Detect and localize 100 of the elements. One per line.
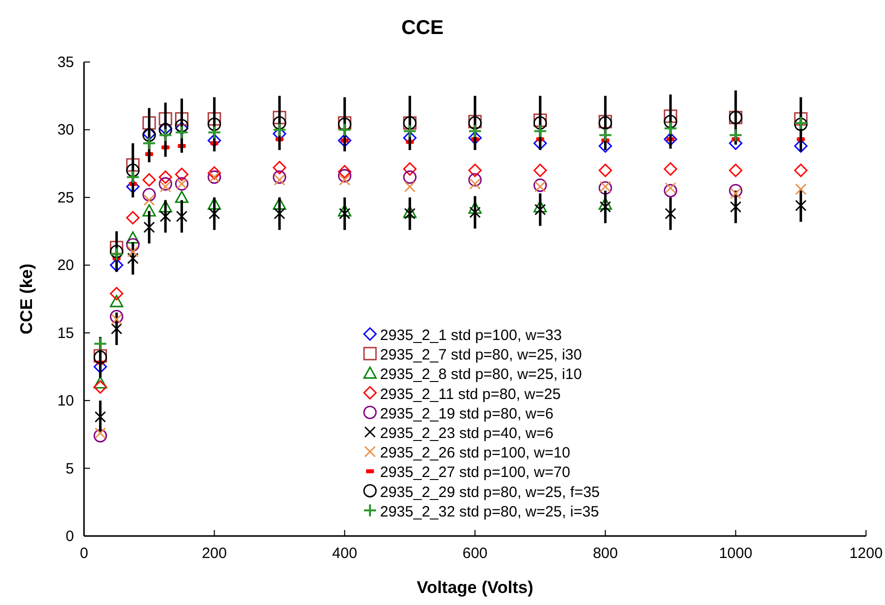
point <box>728 128 743 142</box>
point <box>272 170 286 184</box>
point <box>208 198 222 210</box>
point <box>142 188 156 202</box>
point <box>126 164 140 178</box>
x-tick-label: 1200 <box>849 545 883 562</box>
point <box>274 208 286 220</box>
point <box>272 116 286 130</box>
point <box>126 158 140 172</box>
point <box>664 114 678 128</box>
point <box>158 177 172 191</box>
point <box>126 211 140 224</box>
point <box>533 114 547 127</box>
point <box>110 310 124 324</box>
point <box>94 376 107 388</box>
point <box>126 180 140 194</box>
point <box>175 112 188 126</box>
point <box>274 174 286 186</box>
point <box>142 173 156 187</box>
point <box>338 174 350 186</box>
y-tick-label: 15 <box>57 324 74 342</box>
point <box>338 208 350 220</box>
point <box>272 160 286 174</box>
point <box>664 208 676 220</box>
point <box>728 184 742 198</box>
point <box>93 336 108 351</box>
point <box>175 190 188 203</box>
point <box>338 122 352 137</box>
point <box>158 128 172 142</box>
point <box>468 164 482 178</box>
x-tick-label: 200 <box>202 545 227 562</box>
point <box>403 170 417 184</box>
point <box>110 323 122 334</box>
point <box>534 204 546 216</box>
point <box>533 164 547 178</box>
point <box>110 247 124 262</box>
point <box>533 124 548 138</box>
point <box>338 164 352 178</box>
point <box>600 180 612 192</box>
legend-label: 2935_2_32 std p=80, w=25, i=35 <box>380 503 599 520</box>
legend-label: 2935_2_29 std p=80, w=25, f=35 <box>380 484 600 501</box>
point <box>402 124 417 138</box>
y-tick-label: 25 <box>57 189 74 206</box>
point <box>664 184 678 198</box>
point <box>338 204 352 216</box>
y-tick-label: 10 <box>57 392 74 410</box>
point <box>730 188 742 200</box>
point <box>533 200 547 212</box>
legend-label: 2935_2_26 std p=100, w=10 <box>380 444 570 462</box>
legend-label: 2935_2_23 std p=40, w=6 <box>380 425 554 442</box>
point <box>730 201 742 213</box>
point <box>142 136 156 150</box>
point <box>110 240 124 254</box>
point <box>175 168 188 182</box>
y-tick-label: 5 <box>66 460 74 478</box>
x-tick-label: 400 <box>332 545 358 562</box>
point <box>176 210 188 222</box>
point <box>207 125 222 140</box>
point <box>208 134 222 148</box>
point <box>664 132 678 146</box>
point <box>158 170 172 184</box>
point <box>110 286 124 300</box>
point <box>160 180 172 192</box>
point <box>794 164 808 178</box>
point <box>126 170 140 184</box>
point <box>174 125 189 140</box>
point <box>598 181 612 195</box>
x-tick-label: 800 <box>592 545 618 562</box>
point <box>208 208 220 220</box>
y-axis-title: CCE (ke) <box>17 264 36 334</box>
chart-title: CCE <box>401 17 444 39</box>
point <box>598 128 612 142</box>
x-axis-title: Voltage (Volts) <box>416 578 534 597</box>
y-tick-label: 30 <box>57 122 74 139</box>
point <box>272 122 286 137</box>
x-tick-label: 0 <box>80 545 88 562</box>
point <box>338 169 352 182</box>
point <box>468 202 482 214</box>
legend-label: 2935_2_7 std p=80, w=25, i30 <box>380 346 582 364</box>
point <box>94 429 107 442</box>
point <box>208 166 222 180</box>
point <box>143 222 155 233</box>
point <box>795 200 807 212</box>
legend-label: 2935_2_1 std p=100, w=33 <box>380 327 562 344</box>
point <box>143 194 155 206</box>
point <box>175 118 188 132</box>
legend-label: 2935_2_27 std p=100, w=70 <box>380 464 570 482</box>
point <box>110 258 124 272</box>
legend-label: 2935_2_8 std p=80, w=25, i10 <box>380 366 582 384</box>
point <box>127 252 139 264</box>
point <box>94 427 106 439</box>
point <box>664 109 678 123</box>
legend-label: 2935_2_19 std p=80, w=6 <box>380 405 554 422</box>
point <box>208 118 222 131</box>
x-tick-label: 1000 <box>718 545 752 562</box>
point <box>468 173 482 187</box>
point <box>127 246 139 258</box>
point <box>142 204 156 216</box>
point <box>272 198 286 210</box>
point <box>338 134 352 148</box>
